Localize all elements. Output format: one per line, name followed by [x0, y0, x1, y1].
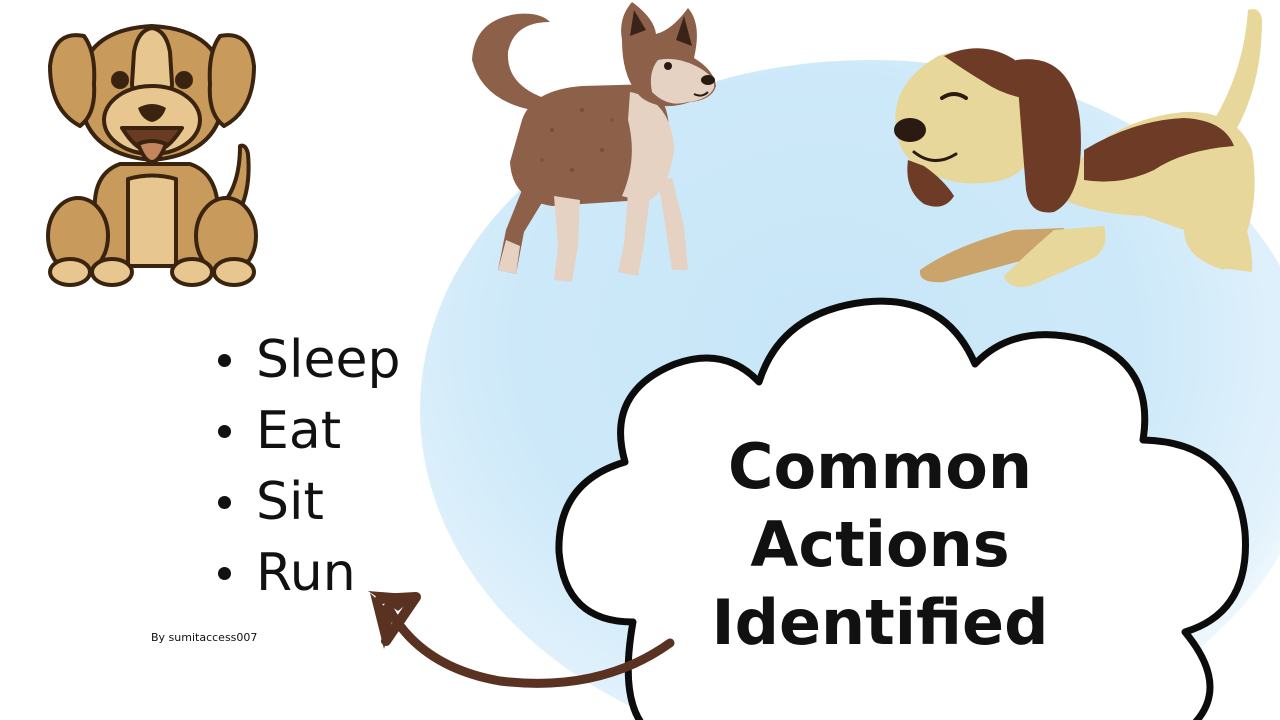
cloud-heading-line-3: Identified — [711, 586, 1049, 659]
bullet-icon — [218, 354, 231, 367]
list-item: Run — [212, 538, 400, 609]
bullet-icon — [218, 496, 231, 509]
curved-arrow-icon — [368, 591, 675, 688]
bullet-icon — [218, 425, 231, 438]
common-actions-list: Sleep Eat Sit Run — [212, 325, 400, 609]
list-item: Sit — [212, 467, 400, 538]
cloud-heading-line-1: Common — [727, 430, 1033, 503]
beagle-stretching-illustration — [894, 9, 1262, 287]
thought-cloud-shape — [555, 297, 1249, 720]
author-credit: By sumitaccess007 — [151, 631, 258, 644]
puppy-sitting-illustration — [46, 24, 258, 287]
list-item: Sleep — [212, 325, 400, 396]
cloud-heading-line-2: Actions — [750, 508, 1010, 581]
cloud-heading: Common Actions Identified — [640, 428, 1120, 662]
husky-dog-illustration — [472, 2, 716, 282]
bullet-icon — [218, 567, 231, 580]
list-item: Eat — [212, 396, 400, 467]
